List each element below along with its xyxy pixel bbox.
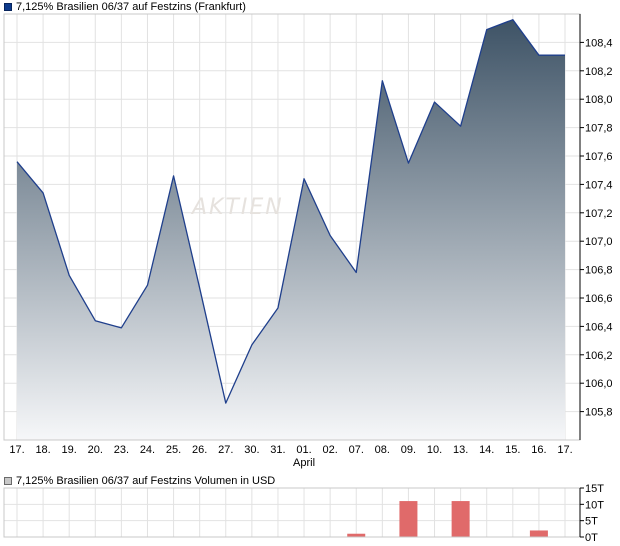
volume-bar-15 xyxy=(399,501,418,537)
price-y-tick-label: 107,2 xyxy=(585,208,613,220)
price-line xyxy=(16,19,565,404)
volume-legend: 7,125% Brasilien 06/37 auf Festzins Volu… xyxy=(4,474,275,488)
date-x-tick-label: 25. xyxy=(166,444,181,456)
date-x-tick-label: 17. xyxy=(9,444,24,456)
date-x-tick-label: 17. xyxy=(557,444,572,456)
date-x-tick-label: 27. xyxy=(218,444,233,456)
price-y-tick-label: 106,4 xyxy=(585,321,613,333)
price-y-tick-label: 107,0 xyxy=(585,236,613,248)
volume-y-tick-label: 5T xyxy=(585,516,598,528)
volume-legend-swatch xyxy=(4,477,12,485)
date-x-tick-label: 01. xyxy=(296,444,311,456)
price-y-tick-label: 107,8 xyxy=(585,123,613,135)
price-y-tick-label: 107,4 xyxy=(585,179,613,191)
volume-legend-label: 7,125% Brasilien 06/37 auf Festzins Volu… xyxy=(16,475,276,487)
watermark-logo: AKTIEN xyxy=(190,195,284,220)
price-y-tick-label: 105,8 xyxy=(585,407,613,419)
price-y-tick-label: 108,0 xyxy=(585,94,613,106)
volume-bar-17 xyxy=(451,501,470,537)
date-x-tick-label: 18. xyxy=(35,444,50,456)
date-x-tick-label: 24. xyxy=(140,444,155,456)
volume-bar-13 xyxy=(347,533,366,537)
date-x-tick-label: 30. xyxy=(244,444,259,456)
date-x-tick-label: 26. xyxy=(192,444,207,456)
price-y-tick-label: 108,2 xyxy=(585,66,613,78)
volume-bars xyxy=(347,501,548,537)
volume-plot-border xyxy=(3,487,581,538)
date-x-tick-label: 20. xyxy=(88,444,103,456)
price-legend: 7,125% Brasilien 06/37 auf Festzins (Fra… xyxy=(4,0,246,14)
volume-y-tick-label: 15T xyxy=(585,483,604,495)
date-x-tick-label: 16. xyxy=(531,444,546,456)
volume-bar-20 xyxy=(529,530,548,537)
volume-frame xyxy=(3,487,581,538)
date-x-tick-label: 13. xyxy=(453,444,468,456)
price-area-layer xyxy=(16,19,566,441)
price-y-tick-label: 108,4 xyxy=(585,37,613,49)
date-x-tick-label: 08. xyxy=(375,444,390,456)
price-y-tick-label: 106,8 xyxy=(585,265,613,277)
price-y-ticks: 105,8 106,0 106,2 106,4 106,6 106,8 107,0 107,2… xyxy=(580,37,613,419)
price-frame xyxy=(3,13,581,441)
price-y-tick-label: 106,6 xyxy=(585,293,613,305)
date-x-tick-label: 02. xyxy=(322,444,337,456)
month-x-label: April xyxy=(293,457,315,469)
date-x-tick-label: 15. xyxy=(505,444,520,456)
price-y-tick-label: 106,0 xyxy=(585,378,613,390)
date-x-tick-label: 23. xyxy=(114,444,129,456)
price-y-tick-label: 106,2 xyxy=(585,350,613,362)
volume-y-tick-label: 10T xyxy=(585,499,604,511)
price-area-fill xyxy=(17,19,565,441)
volume-y-tick-label: 0T xyxy=(585,532,598,544)
date-x-tick-label: 10. xyxy=(427,444,442,456)
price-y-tick-label: 107,6 xyxy=(585,151,613,163)
date-x-tick-label: 14. xyxy=(479,444,494,456)
date-x-tick-label: 07. xyxy=(349,444,364,456)
price-legend-swatch xyxy=(4,3,12,11)
date-x-tick-label: 09. xyxy=(401,444,416,456)
volume-y-ticks: 0T 5T 10T 15T xyxy=(580,483,604,544)
watermark-text: AKTIEN xyxy=(190,195,284,220)
date-x-tick-label: 19. xyxy=(62,444,77,456)
price-legend-label: 7,125% Brasilien 06/37 auf Festzins (Fra… xyxy=(16,1,246,13)
date-x-tick-label: 31. xyxy=(270,444,285,456)
volume-grid xyxy=(4,487,580,538)
date-x-ticks: 17. 18. 19. 20. 23. 24. 25. 26. 27. 30. 31. 01. 02. 0… xyxy=(9,444,572,469)
